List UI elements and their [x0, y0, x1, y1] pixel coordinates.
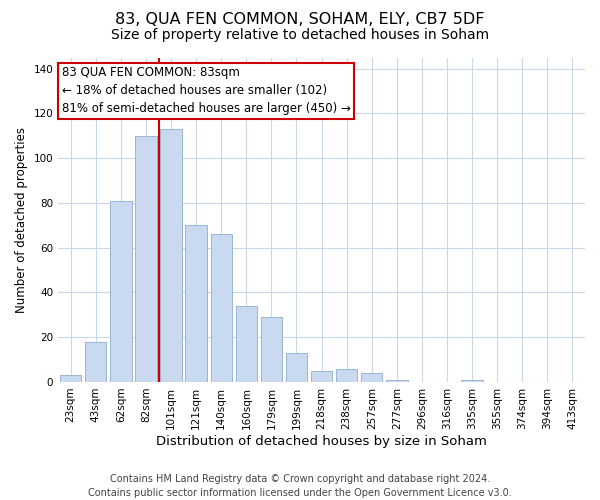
- Bar: [336, 368, 358, 382]
- Bar: [386, 380, 407, 382]
- Bar: [160, 129, 182, 382]
- Bar: [286, 353, 307, 382]
- Bar: [211, 234, 232, 382]
- Text: 83 QUA FEN COMMON: 83sqm
← 18% of detached houses are smaller (102)
81% of semi-: 83 QUA FEN COMMON: 83sqm ← 18% of detach…: [62, 66, 351, 116]
- Bar: [261, 317, 282, 382]
- Bar: [110, 200, 131, 382]
- Text: 83, QUA FEN COMMON, SOHAM, ELY, CB7 5DF: 83, QUA FEN COMMON, SOHAM, ELY, CB7 5DF: [115, 12, 485, 28]
- Text: Size of property relative to detached houses in Soham: Size of property relative to detached ho…: [111, 28, 489, 42]
- Bar: [461, 380, 483, 382]
- Bar: [236, 306, 257, 382]
- Y-axis label: Number of detached properties: Number of detached properties: [15, 126, 28, 312]
- Bar: [311, 371, 332, 382]
- Bar: [85, 342, 106, 382]
- Bar: [136, 136, 157, 382]
- Bar: [185, 226, 207, 382]
- Text: Contains HM Land Registry data © Crown copyright and database right 2024.
Contai: Contains HM Land Registry data © Crown c…: [88, 474, 512, 498]
- Bar: [361, 373, 382, 382]
- Bar: [60, 375, 82, 382]
- X-axis label: Distribution of detached houses by size in Soham: Distribution of detached houses by size …: [156, 434, 487, 448]
